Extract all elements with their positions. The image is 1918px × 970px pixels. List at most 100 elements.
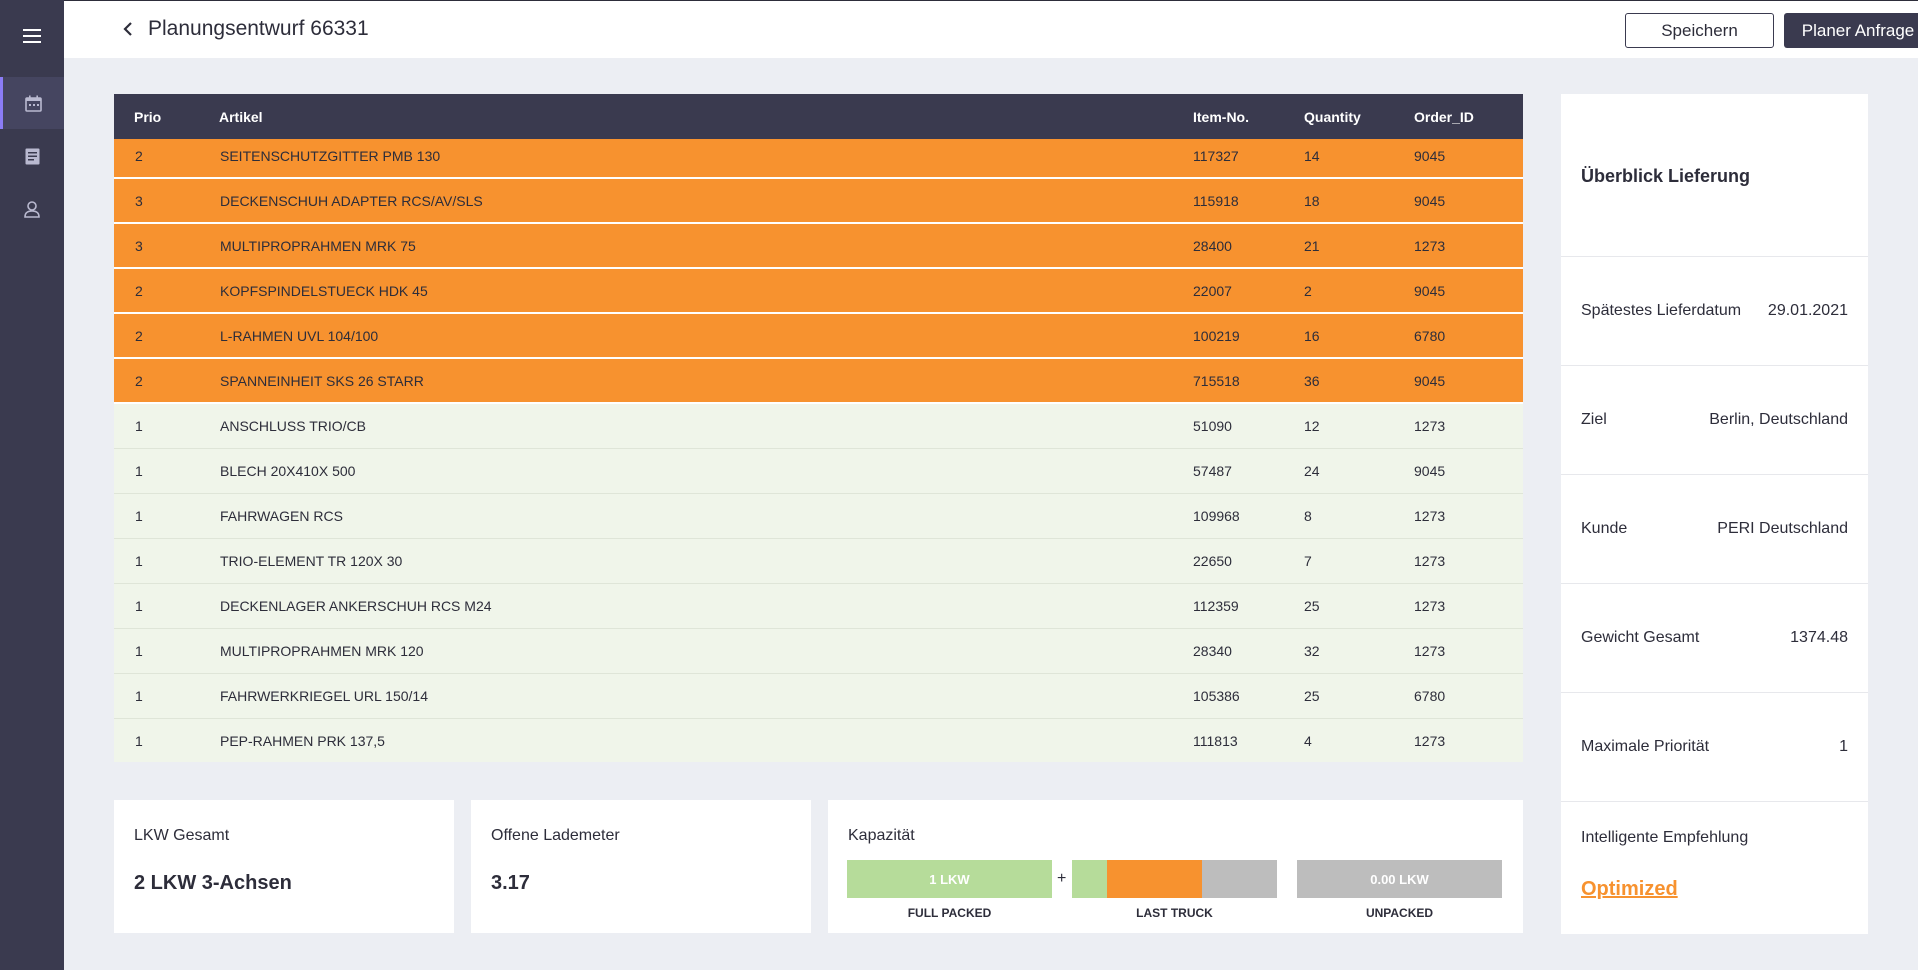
table-row[interactable]: 1 BLECH 20X410X 500 57487 24 9045	[114, 449, 1523, 494]
cell-quantity: 2	[1304, 283, 1312, 299]
column-header-order-id[interactable]: Order_ID	[1414, 109, 1474, 125]
table-row[interactable]: 2 SEITENSCHUTZGITTER PMB 130 117327 14 9045	[114, 134, 1523, 179]
cell-quantity: 8	[1304, 508, 1312, 524]
column-header-prio[interactable]: Prio	[134, 109, 162, 125]
max-priority-label: Maximale Priorität	[1581, 738, 1710, 755]
open-loading-meters-card: Offene Lademeter 3.17	[471, 800, 811, 933]
cell-quantity: 25	[1304, 688, 1320, 704]
weight-label: Gewicht Gesamt	[1581, 629, 1700, 646]
cell-order-id: 1273	[1414, 643, 1446, 659]
cell-order-id: 1273	[1414, 553, 1446, 569]
cell-quantity: 16	[1304, 328, 1320, 344]
last-truck-fill-segment	[1107, 860, 1202, 898]
overview-title: Überblick Lieferung	[1581, 166, 1751, 186]
cell-item-no: 112359	[1193, 598, 1239, 614]
table-row[interactable]: 1 ANSCHLUSS TRIO/CB 51090 12 1273	[114, 404, 1523, 449]
planner-request-button[interactable]: Planer Anfrage	[1784, 13, 1918, 48]
cell-prio: 1	[135, 463, 143, 479]
cell-prio: 2	[135, 373, 143, 389]
menu-icon	[23, 29, 41, 43]
cell-item-no: 111813	[1193, 733, 1238, 749]
table-row[interactable]: 3 DECKENSCHUH ADAPTER RCS/AV/SLS 115918 18 9…	[114, 179, 1523, 224]
column-header-artikel[interactable]: Artikel	[219, 109, 263, 125]
unpacked-bar: 0.00 LKW	[1297, 860, 1502, 898]
cell-order-id: 9045	[1414, 193, 1446, 209]
cell-item-no: 51090	[1193, 418, 1232, 434]
unpacked-bar-text: 0.00 LKW	[1370, 871, 1429, 887]
open-loading-meters-value: 3.17	[491, 872, 530, 894]
cell-item-no: 100219	[1193, 328, 1240, 344]
delivery-overview-panel: Überblick Lieferung Spätestes Lieferdatu…	[1561, 94, 1868, 934]
last-truck-bar	[1072, 860, 1277, 898]
cell-prio: 2	[135, 148, 143, 164]
cell-quantity: 25	[1304, 598, 1320, 614]
article-table[interactable]: Prio Artikel Item-No. Quantity Order_ID …	[114, 94, 1523, 762]
table-row[interactable]: 3 MULTIPROPRAHMEN MRK 75 28400 21 1273	[114, 224, 1523, 269]
cell-order-id: 9045	[1414, 283, 1446, 299]
sidebar-item-calendar[interactable]	[0, 77, 64, 129]
overview-row-customer: Kunde PERI Deutschland	[1561, 474, 1868, 582]
cell-quantity: 7	[1304, 553, 1312, 569]
sidebar-item-user[interactable]	[0, 183, 64, 235]
destination-label: Ziel	[1581, 411, 1607, 428]
cell-order-id: 1273	[1414, 418, 1446, 434]
cell-order-id: 1273	[1414, 733, 1446, 749]
back-button[interactable]	[116, 17, 140, 41]
delivery-date-value: 29.01.2021	[1767, 302, 1848, 319]
cell-prio: 1	[135, 418, 143, 434]
full-packed-bar: 1 LKW	[847, 860, 1052, 898]
full-packed-bar-text: 1 LKW	[929, 871, 970, 887]
table-row[interactable]: 1 DECKENLAGER ANKERSCHUH RCS M24 112359 25 1…	[114, 584, 1523, 629]
cell-prio: 2	[135, 283, 143, 299]
cell-quantity: 14	[1304, 148, 1320, 164]
table-row[interactable]: 2 KOPFSPINDELSTUECK HDK 45 22007 2 9045	[114, 269, 1523, 314]
cell-prio: 1	[135, 598, 143, 614]
table-row[interactable]: 1 PEP-RAHMEN PRK 137,5 111813 4 1273	[114, 719, 1523, 762]
calendar-icon	[25, 95, 42, 112]
recommendation-label: Intelligente Empfehlung	[1581, 829, 1749, 846]
cell-prio: 1	[135, 643, 143, 659]
capacity-label: Kapazität	[848, 827, 915, 844]
cell-artikel: L-RAHMEN UVL 104/100	[220, 328, 379, 344]
customer-value: PERI Deutschland	[1717, 520, 1848, 537]
table-row[interactable]: 1 TRIO-ELEMENT TR 120X 30 22650 7 1273	[114, 539, 1523, 584]
column-header-quantity[interactable]: Quantity	[1304, 109, 1361, 125]
lkw-total-value: 2 LKW 3-Achsen	[134, 872, 292, 894]
table-row[interactable]: 1 FAHRWAGEN RCS 109968 8 1273	[114, 494, 1523, 539]
cell-item-no: 109968	[1193, 508, 1240, 524]
overview-row-weight: Gewicht Gesamt 1374.48	[1561, 583, 1868, 691]
cell-item-no: 28340	[1193, 643, 1232, 659]
recommendation-link[interactable]: Optimized	[1581, 878, 1678, 900]
cell-order-id: 1273	[1414, 238, 1446, 254]
last-truck-caption: LAST TRUCK	[1136, 906, 1213, 920]
save-button[interactable]: Speichern	[1625, 13, 1774, 48]
overview-row-max-priority: Maximale Priorität 1	[1561, 692, 1868, 800]
table-row[interactable]: 1 MULTIPROPRAHMEN MRK 120 28340 32 1273	[114, 629, 1523, 674]
lkw-total-label: LKW Gesamt	[134, 827, 230, 844]
cell-item-no: 715518	[1193, 373, 1240, 389]
cell-artikel: FAHRWERKRIEGEL URL 150/14	[220, 688, 429, 704]
cell-quantity: 4	[1304, 733, 1312, 749]
cell-order-id: 1273	[1414, 508, 1446, 524]
menu-button[interactable]	[0, 10, 64, 62]
delivery-date-label: Spätestes Lieferdatum	[1581, 302, 1742, 319]
cell-item-no: 22007	[1193, 283, 1232, 299]
cell-quantity: 24	[1304, 463, 1320, 479]
max-priority-value: 1	[1839, 738, 1848, 755]
column-header-item-no[interactable]: Item-No.	[1193, 109, 1249, 125]
cell-quantity: 21	[1304, 238, 1320, 254]
full-packed-caption: FULL PACKED	[907, 906, 992, 920]
lkw-total-card: LKW Gesamt 2 LKW 3-Achsen	[114, 800, 454, 933]
cell-artikel: DECKENLAGER ANKERSCHUH RCS M24	[220, 598, 492, 614]
cell-item-no: 22650	[1193, 553, 1232, 569]
sidebar	[0, 0, 64, 970]
table-row[interactable]: 2 L-RAHMEN UVL 104/100 100219 16 6780	[114, 314, 1523, 359]
cell-artikel: DECKENSCHUH ADAPTER RCS/AV/SLS	[220, 193, 483, 209]
document-icon	[25, 148, 39, 164]
cell-order-id: 9045	[1414, 148, 1446, 164]
table-row[interactable]: 1 FAHRWERKRIEGEL URL 150/14 105386 25 6780	[114, 674, 1523, 719]
sidebar-item-documents[interactable]	[0, 130, 64, 182]
cell-prio: 1	[135, 688, 143, 704]
cell-artikel: MULTIPROPRAHMEN MRK 75	[220, 238, 416, 254]
table-row[interactable]: 2 SPANNEINHEIT SKS 26 STARR 715518 36 9045	[114, 359, 1523, 404]
